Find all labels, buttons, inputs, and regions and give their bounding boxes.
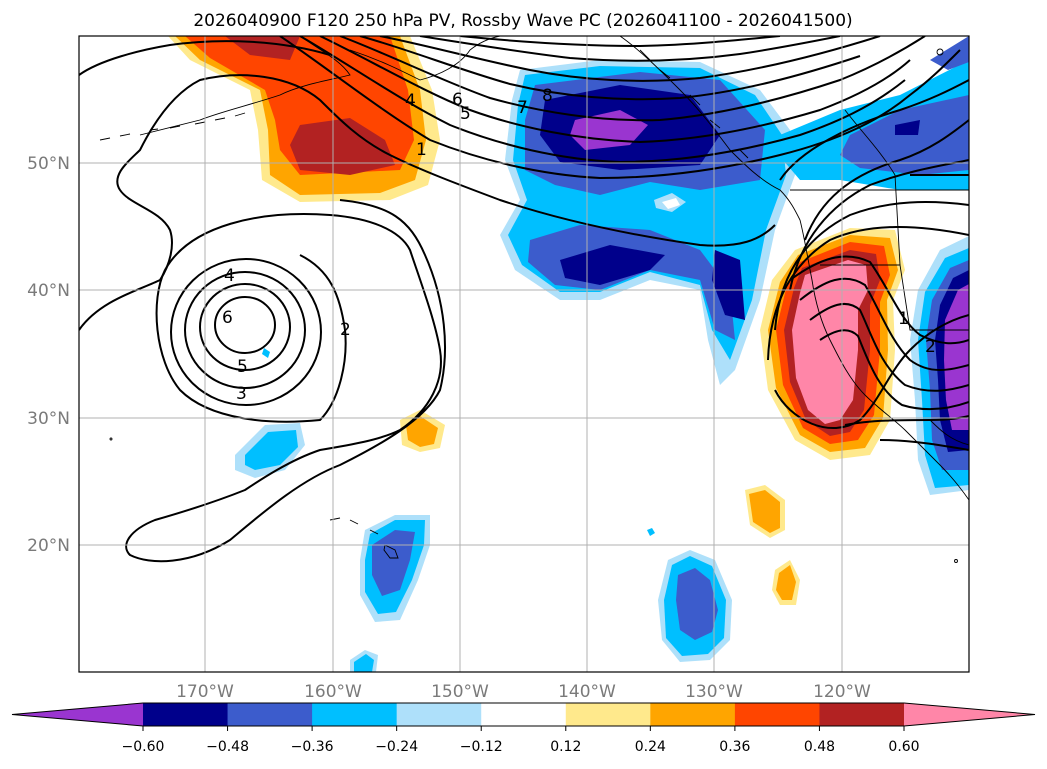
- contour-label: 5: [460, 104, 471, 124]
- negative-anomaly-canada: [780, 36, 969, 190]
- contour-label: 5: [237, 357, 248, 377]
- contour-label: 2: [925, 337, 936, 357]
- colorbar-tick-label: 0.12: [550, 739, 581, 755]
- negative-anomaly-ne-pacific: [500, 60, 795, 385]
- negative-anomaly-hawaii: [350, 515, 430, 672]
- negative-anomaly-great-basin: [910, 236, 969, 495]
- contour-label: 4: [405, 91, 416, 111]
- contour-label: 7: [517, 98, 528, 118]
- figure-title: 2026040900 F120 250 hPa PV, Rossby Wave …: [193, 11, 852, 31]
- colorbar-tick-label: −0.12: [460, 739, 503, 755]
- colorbar-tick-label: −0.60: [122, 739, 165, 755]
- pc-contours: [79, 36, 969, 563]
- colorbar-segment: [396, 703, 482, 726]
- contour-label: 3: [236, 384, 247, 404]
- latitude-labels: 50°N 40°N 30°N 20°N: [27, 154, 70, 556]
- lon-label: 130°W: [685, 682, 743, 702]
- lon-label: 170°W: [176, 682, 234, 702]
- colorbar-segment: [819, 703, 905, 726]
- map-area: 4 6 5 7 8 1 4 6 5 3 2 1 2: [79, 36, 969, 672]
- longitude-labels: 170°W 160°W 150°W 140°W 130°W 120°W: [176, 682, 871, 702]
- colorbar-tick-label: −0.48: [206, 739, 249, 755]
- colorbar-segment: [565, 703, 651, 726]
- colorbar-segment: [312, 703, 398, 726]
- colorbar-tick-label: 0.24: [635, 739, 666, 755]
- colorbar-tick-label: −0.36: [291, 739, 334, 755]
- lon-label: 140°W: [558, 682, 616, 702]
- contour-label: 6: [222, 308, 233, 328]
- colorbar-extension-high: [904, 703, 1035, 726]
- contour-label: 1: [416, 140, 427, 160]
- lat-label: 40°N: [27, 281, 70, 301]
- colorbar-segment: [143, 703, 229, 726]
- contour-label: 6: [452, 90, 463, 110]
- colorbar: −0.60 −0.48 −0.36 −0.24 −0.12 0.12 0.24 0.36 0.4…: [11, 702, 1036, 755]
- colorbar-extension-low: [12, 703, 143, 726]
- colorbar-tick-label: 0.48: [804, 739, 835, 755]
- contour-label: 1: [898, 309, 909, 329]
- positive-anomaly-small-se: [745, 485, 800, 605]
- colorbar-tick-label: −0.24: [375, 739, 418, 755]
- contour-label: 2: [340, 320, 351, 340]
- lat-label: 50°N: [27, 154, 70, 174]
- lon-label: 150°W: [431, 682, 489, 702]
- colorbar-segment: [227, 703, 313, 726]
- contour-label: 8: [542, 86, 553, 106]
- colorbar-segment: [650, 703, 736, 726]
- lat-label: 30°N: [27, 409, 70, 429]
- gridlines: [79, 36, 969, 672]
- lon-label: 120°W: [813, 682, 871, 702]
- map-frame: [78, 35, 970, 673]
- lat-label: 20°N: [27, 536, 70, 556]
- colorbar-tick-label: 0.36: [719, 739, 750, 755]
- coastlines: [99, 36, 969, 563]
- contour-label: 4: [224, 266, 235, 286]
- colorbar-tick-label: 0.60: [888, 739, 919, 755]
- colorbar-segment: [481, 703, 567, 726]
- colorbar-segment: [734, 703, 820, 726]
- contour-labels: 4 6 5 7 8 1 4 6 5 3 2 1 2: [222, 86, 936, 404]
- lon-label: 160°W: [304, 682, 362, 702]
